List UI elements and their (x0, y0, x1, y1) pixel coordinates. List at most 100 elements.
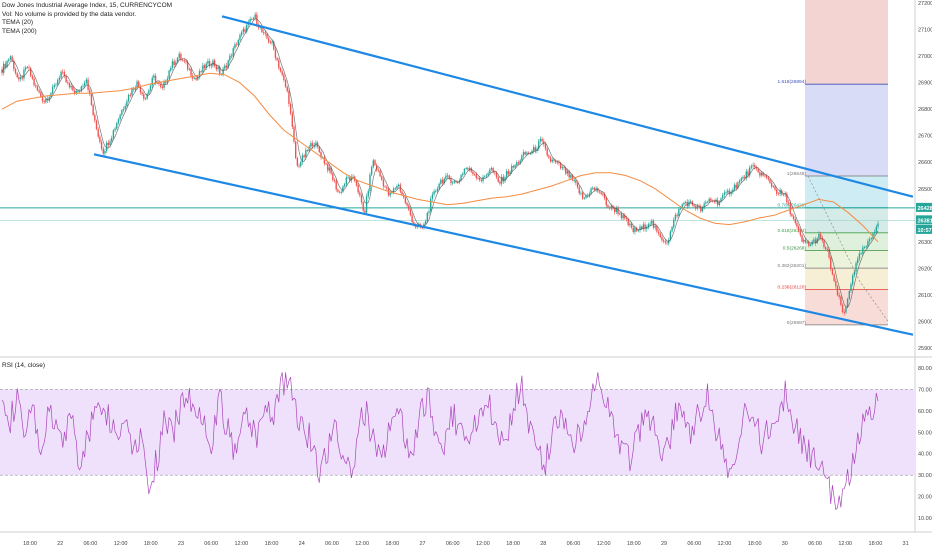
candle-body (24, 67, 27, 70)
candle-body (156, 82, 158, 84)
rsi-tick-label: 30.00 (918, 473, 932, 479)
candle-body (551, 159, 553, 162)
candle-body (784, 193, 786, 195)
candle-body (679, 207, 682, 210)
candle-body (475, 174, 477, 178)
candle-body (438, 183, 440, 189)
candle-body (411, 215, 413, 223)
candle-body (230, 55, 233, 57)
x-tick-label: 12:00 (114, 541, 128, 547)
candle-body (362, 202, 364, 211)
candle-body (188, 68, 191, 70)
candle-body (826, 249, 829, 251)
candle-body (808, 242, 810, 246)
x-tick-label: 23 (178, 541, 184, 547)
fib-level-label: 0.618(26334) (777, 228, 806, 234)
candle-body (787, 202, 790, 204)
candle-body (509, 171, 511, 175)
candle-body (710, 198, 712, 201)
candle-body (200, 71, 202, 73)
candle-body (511, 166, 513, 172)
candle-body (777, 193, 780, 195)
candle-body (13, 60, 15, 70)
x-tick-label: 24 (299, 541, 305, 547)
candle-body (158, 82, 160, 85)
candle-body (141, 92, 143, 95)
candle-body (846, 298, 849, 308)
candle-body (168, 70, 170, 79)
candle-body (752, 165, 754, 167)
candle-body (330, 167, 332, 174)
candle-body (770, 182, 773, 187)
candle-body (404, 197, 407, 204)
candle-body (18, 77, 20, 80)
legend-tema-fast[interactable]: TEMA (20) (2, 19, 34, 26)
candle-body (654, 226, 656, 228)
candle-body (26, 67, 29, 69)
candle-body (401, 191, 403, 195)
candle-body (359, 192, 361, 196)
candle-body (858, 253, 861, 259)
candle-body (521, 155, 523, 161)
candle-body (789, 203, 791, 214)
candle-body (782, 194, 785, 196)
rsi-legend[interactable]: RSI (14, close) (2, 362, 45, 369)
candle-body (325, 163, 327, 165)
candle-body (300, 162, 302, 167)
candle-body (441, 179, 444, 184)
candle-body (203, 65, 206, 69)
candle-body (497, 177, 499, 182)
candle-body (725, 192, 727, 194)
candle-body (171, 61, 174, 68)
candle-body (779, 190, 781, 194)
main-legend: Dow Jones Industrial Average Index, 15, … (2, 2, 172, 36)
candle-body (473, 174, 476, 175)
candle-body (708, 198, 710, 202)
fib-level-label: 1(26548) (787, 171, 807, 177)
y-tick-label: 25900 (918, 346, 932, 352)
legend-tema-slow[interactable]: TEMA (200) (2, 27, 37, 35)
candle-body (764, 175, 766, 177)
candle-body (512, 166, 515, 168)
candle-body (192, 75, 194, 79)
candle-body (556, 162, 559, 164)
candle-body (671, 226, 673, 232)
candle-body (139, 86, 142, 93)
candle-body (870, 238, 872, 240)
candle-body (727, 190, 729, 193)
candle-body (769, 179, 771, 183)
candle-body (801, 235, 803, 242)
candle-body (767, 177, 769, 180)
candle-body (369, 174, 371, 192)
x-tick-label: 18:00 (144, 541, 158, 547)
candle-body (100, 141, 103, 149)
candle-body (67, 81, 69, 84)
candle-body (689, 201, 692, 203)
candle-body (267, 38, 270, 42)
candle-body (853, 271, 856, 276)
candle-body (109, 141, 111, 146)
candle-body (176, 57, 179, 63)
candle-body (428, 211, 430, 214)
x-tick-label: 31 (903, 541, 909, 547)
candle-body (571, 175, 574, 181)
candle-body (342, 186, 344, 192)
x-tick-label: 18:00 (627, 541, 641, 547)
candle-body (406, 203, 408, 206)
candle-body (730, 192, 732, 195)
candle-body (202, 65, 204, 73)
candle-body (630, 223, 633, 228)
x-tick-label: 06:00 (567, 541, 581, 547)
candle-body (72, 86, 74, 91)
candle-body (95, 120, 98, 130)
candle-body (585, 195, 587, 198)
candle-body (505, 171, 508, 178)
candle-body (213, 60, 216, 67)
candle-body (318, 146, 321, 153)
candle-body (382, 179, 385, 187)
candle-body (92, 104, 94, 115)
candle-body (532, 147, 535, 151)
candle-body (262, 32, 265, 33)
